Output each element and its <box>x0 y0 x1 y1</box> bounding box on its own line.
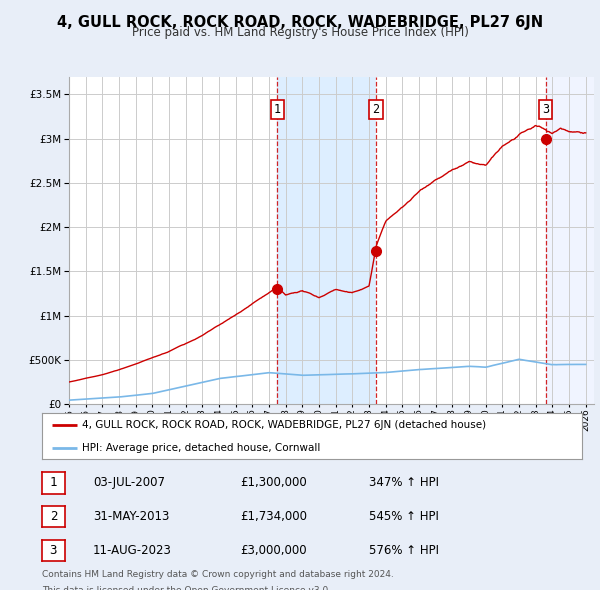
Bar <box>546 77 594 404</box>
Text: 11-AUG-2023: 11-AUG-2023 <box>93 543 172 557</box>
Text: 2: 2 <box>50 510 57 523</box>
Bar <box>546 77 594 404</box>
Text: 2: 2 <box>373 103 380 116</box>
Bar <box>277 77 376 404</box>
Text: £3,000,000: £3,000,000 <box>240 543 307 557</box>
Text: 03-JUL-2007: 03-JUL-2007 <box>93 476 165 490</box>
Text: 545% ↑ HPI: 545% ↑ HPI <box>369 510 439 523</box>
Text: 3: 3 <box>50 543 57 557</box>
Text: 576% ↑ HPI: 576% ↑ HPI <box>369 543 439 557</box>
Text: 3: 3 <box>542 103 550 116</box>
Text: 1: 1 <box>274 103 281 116</box>
Text: 31-MAY-2013: 31-MAY-2013 <box>93 510 169 523</box>
Text: 1: 1 <box>50 476 57 490</box>
Text: 4, GULL ROCK, ROCK ROAD, ROCK, WADEBRIDGE, PL27 6JN (detached house): 4, GULL ROCK, ROCK ROAD, ROCK, WADEBRIDG… <box>83 420 487 430</box>
Text: 4, GULL ROCK, ROCK ROAD, ROCK, WADEBRIDGE, PL27 6JN: 4, GULL ROCK, ROCK ROAD, ROCK, WADEBRIDG… <box>57 15 543 30</box>
Text: £1,300,000: £1,300,000 <box>240 476 307 490</box>
Bar <box>376 77 546 404</box>
Text: Contains HM Land Registry data © Crown copyright and database right 2024.: Contains HM Land Registry data © Crown c… <box>42 570 394 579</box>
Text: 347% ↑ HPI: 347% ↑ HPI <box>369 476 439 490</box>
Text: This data is licensed under the Open Government Licence v3.0.: This data is licensed under the Open Gov… <box>42 586 331 590</box>
Text: Price paid vs. HM Land Registry's House Price Index (HPI): Price paid vs. HM Land Registry's House … <box>131 26 469 39</box>
Text: £1,734,000: £1,734,000 <box>240 510 307 523</box>
Text: HPI: Average price, detached house, Cornwall: HPI: Average price, detached house, Corn… <box>83 443 321 453</box>
